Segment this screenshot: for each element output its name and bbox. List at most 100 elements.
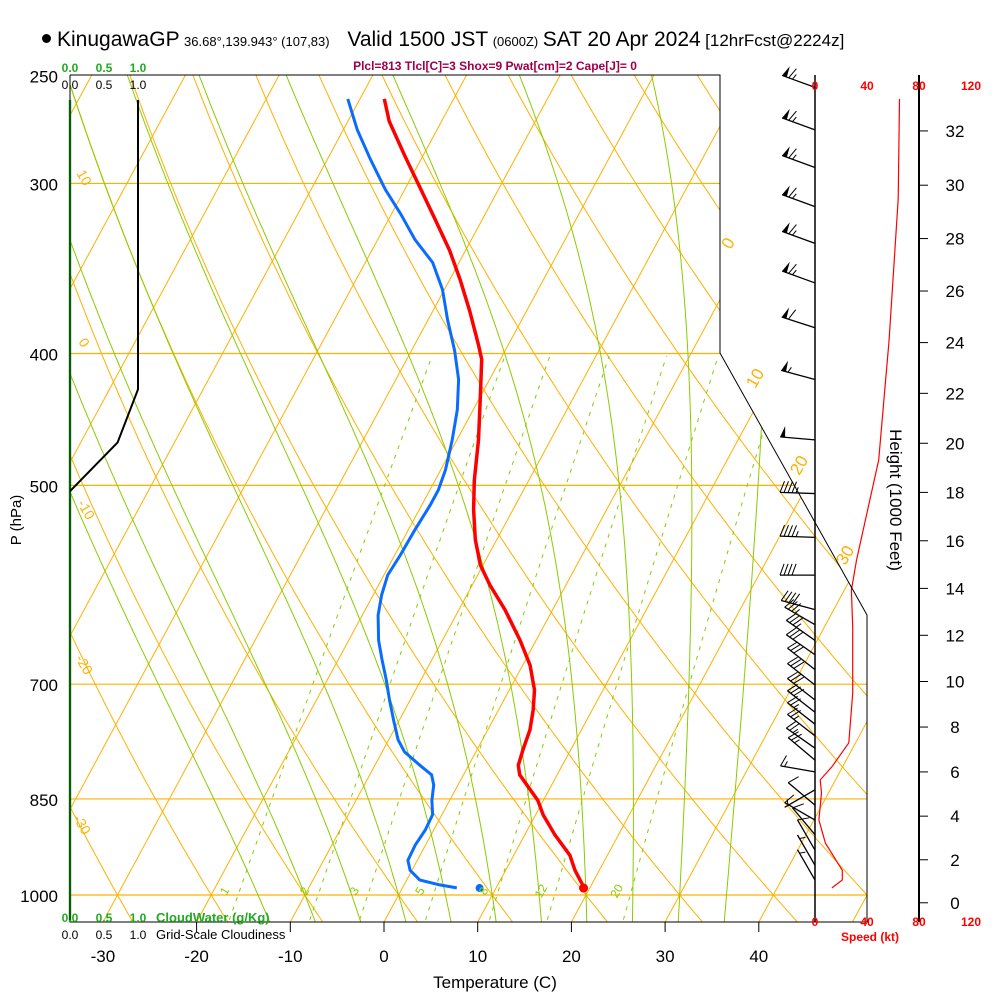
dry-adiabat-line	[122, 75, 614, 922]
barb-pennant	[782, 108, 790, 120]
barb-half	[792, 269, 797, 276]
height-tick-label: 2	[950, 851, 959, 870]
isotherm-label: 30	[832, 542, 858, 568]
barb-full	[797, 817, 810, 821]
wind-barb	[781, 360, 816, 381]
barb-half	[793, 715, 800, 720]
barb-full	[784, 591, 793, 602]
barb-staff	[787, 737, 816, 761]
valid-date: SAT 20 Apr 2024	[542, 28, 701, 51]
barb-half	[799, 851, 806, 854]
barb-staff	[781, 230, 816, 244]
barb-full	[791, 733, 802, 741]
barb-full	[790, 659, 802, 667]
wind-barb	[787, 671, 816, 701]
cloudiness-tick-label-top: 1.0	[130, 78, 147, 92]
height-tick-label: 28	[946, 230, 965, 249]
barb-full	[787, 309, 797, 320]
wind-barb	[787, 656, 816, 686]
wind-barb	[779, 524, 816, 539]
barb-half	[794, 739, 800, 744]
barb-full	[780, 755, 787, 767]
isotherm-line	[848, 75, 867, 922]
barb-staff	[781, 74, 816, 89]
isotherm-line	[754, 75, 867, 922]
speed-tick-label-top: 0	[812, 79, 819, 93]
barb-full	[793, 688, 805, 697]
isotherm-label: 10	[742, 365, 768, 391]
barb-full	[790, 643, 802, 652]
barb-full	[788, 187, 797, 198]
barb-full	[790, 698, 802, 706]
surface-temperature-point	[579, 883, 589, 893]
wind-barb	[781, 307, 816, 329]
wind-barb	[796, 834, 816, 866]
temperature-tick-label: 10	[468, 947, 487, 966]
wind-barb	[785, 613, 816, 641]
barb-full	[788, 263, 797, 274]
barb-staff	[781, 270, 816, 284]
moist-adiabat-line	[382, 75, 588, 922]
temperature-tick-label: 30	[656, 947, 675, 966]
mixing-ratio-line	[225, 356, 433, 922]
barb-staff	[796, 819, 816, 851]
barb-full	[791, 481, 797, 493]
barb-full	[787, 481, 793, 493]
mixing-ratio-line	[356, 356, 551, 922]
forecast-info: [12hrFcst@2224z]	[705, 31, 845, 50]
pressure-tick-label: 250	[30, 68, 58, 87]
cloudiness-tick-label-bottom: 0.0	[62, 928, 79, 942]
mixing-ratio-line	[306, 356, 506, 922]
mixing-ratio-label: 12	[532, 881, 551, 900]
isotherm-line	[192, 75, 668, 922]
barb-full	[784, 794, 795, 804]
barb-staff	[781, 599, 816, 611]
height-tick-label: 30	[946, 176, 965, 195]
moist-adiabat-line	[70, 75, 318, 922]
temperature-tick-label: -20	[184, 947, 209, 966]
dry-adiabat-line	[372, 75, 867, 922]
barb-full	[791, 525, 797, 537]
barb-full	[793, 661, 805, 669]
barb-full	[786, 627, 797, 636]
dry-adiabat-line	[70, 75, 329, 922]
moist-adiabat-line	[190, 75, 498, 922]
wind-barb	[787, 776, 816, 806]
barb-staff	[787, 782, 816, 806]
pressure-tick-label: 300	[30, 175, 58, 194]
isotherm-line	[70, 75, 386, 922]
valid-utc: (0600Z)	[492, 34, 539, 49]
barb-staff	[781, 194, 816, 208]
cloudwater-title: CloudWater (g/Kg)	[156, 910, 270, 925]
barb-staff	[796, 849, 816, 881]
temperature-line	[382, 98, 586, 889]
wind-barb	[779, 563, 815, 576]
valid-time: Valid 1500 JST	[347, 28, 489, 51]
cloudwater-tick-label-top: 0.5	[96, 61, 113, 75]
isotherm-line	[285, 75, 761, 922]
temperature-tick-label: 20	[562, 947, 581, 966]
dry-adiabat-line	[70, 75, 519, 922]
isotherm-line	[660, 75, 867, 922]
barb-staff	[780, 765, 816, 773]
cloudwater-tick-label-top: 1.0	[130, 61, 147, 75]
chart-title: KinugawaGP 36.68°,139.943° (107,83) Vali…	[42, 28, 844, 52]
barb-staff	[784, 606, 816, 626]
cloudiness-tick-label-bottom: 1.0	[130, 928, 147, 942]
moist-adiabat-line	[119, 75, 453, 922]
pressure-tick-label: 500	[30, 477, 58, 496]
dry-adiabat-line	[247, 75, 805, 922]
height-axis-title: Height (1000 Feet)	[886, 429, 905, 571]
barb-half	[792, 193, 797, 199]
barb-full	[779, 481, 785, 493]
barb-full	[787, 683, 798, 692]
barb-half	[784, 761, 788, 767]
dry-adiabat-label: -20	[72, 652, 96, 678]
moist-adiabat-line	[723, 75, 770, 922]
isotherm-label: 20	[786, 452, 812, 478]
height-tick-label: 18	[946, 483, 965, 502]
barb-staff	[796, 834, 816, 866]
wind-barb	[779, 481, 816, 495]
barb-staff	[781, 369, 816, 381]
barb-pennant	[782, 185, 790, 197]
